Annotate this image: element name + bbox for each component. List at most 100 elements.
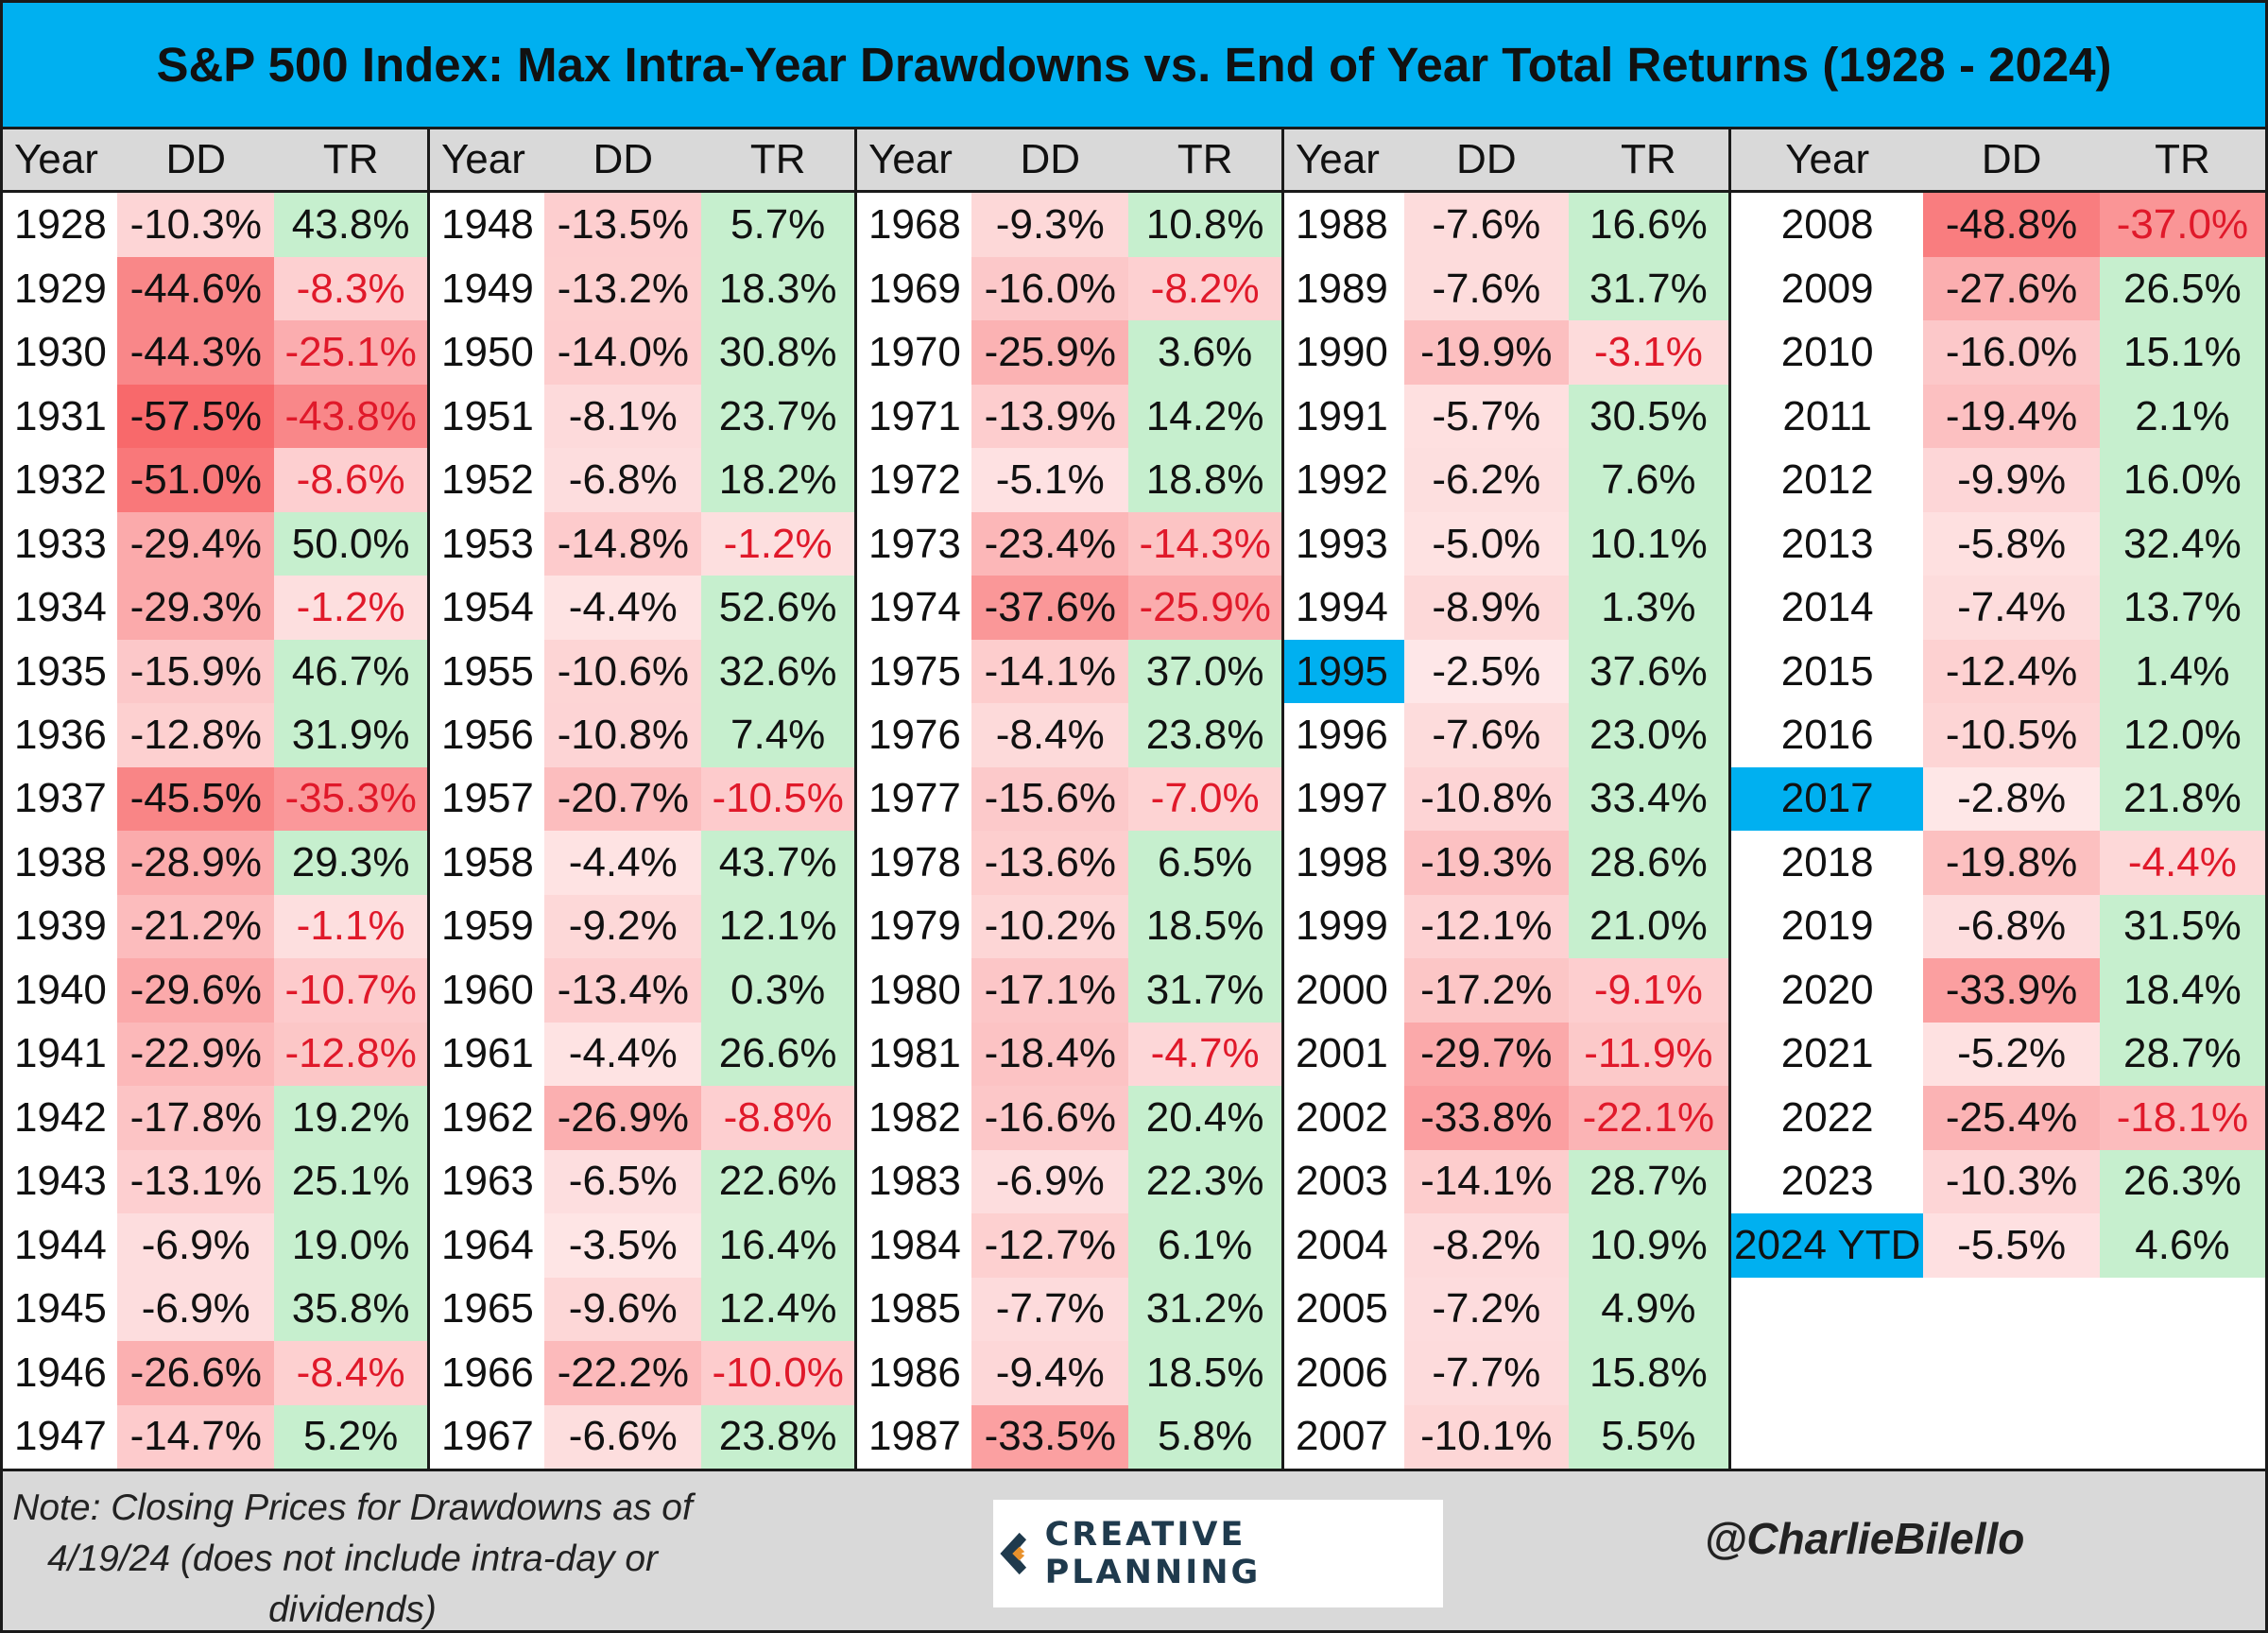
year-cell: 1937 xyxy=(14,775,107,822)
year-cell: 2015 xyxy=(1780,647,1874,695)
tr-cell: 1.4% xyxy=(2099,639,2265,704)
year-cell: 1990 xyxy=(1296,329,1388,376)
dd-cell: -37.6% xyxy=(971,576,1129,640)
author-handle: @CharlieBilello xyxy=(1704,1514,2025,1563)
header-tr: TR xyxy=(322,136,379,183)
tr-cell: -35.3% xyxy=(274,766,427,832)
tr-cell: 50.0% xyxy=(274,511,427,576)
dd-cell: -22.2% xyxy=(544,1341,702,1405)
dd-cell: -12.8% xyxy=(117,703,275,767)
tr-cell: 32.6% xyxy=(701,639,854,704)
table-row: 2004 -8.2% 10.9% xyxy=(1284,1213,1728,1278)
header-tr: TR xyxy=(749,136,806,183)
year-cell: 1961 xyxy=(441,1030,534,1077)
year-cell: 2003 xyxy=(1296,1158,1388,1205)
dd-cell: -8.1% xyxy=(544,384,702,449)
table-row: 2018 -19.8% -4.4% xyxy=(1731,831,2265,895)
dd-cell: -14.7% xyxy=(117,1404,275,1469)
dd-cell: -26.9% xyxy=(544,1086,702,1150)
header-year: Year xyxy=(1296,136,1380,183)
dd-cell: -16.0% xyxy=(971,256,1129,321)
year-cell: 1972 xyxy=(868,456,961,504)
dd-cell: -7.7% xyxy=(1403,1341,1569,1405)
table-row: 1929 -44.6% -8.3% xyxy=(3,256,427,321)
year-cell: 2005 xyxy=(1296,1285,1388,1332)
dd-cell: -19.3% xyxy=(1403,831,1569,895)
year-cell: 1954 xyxy=(441,584,534,631)
header-year: Year xyxy=(14,136,98,183)
year-cell: 2022 xyxy=(1780,1093,1874,1141)
table-row: 1974 -37.6% -25.9% xyxy=(857,576,1281,640)
tr-cell: 31.2% xyxy=(1128,1277,1281,1342)
dd-cell: -29.4% xyxy=(117,511,275,576)
tr-cell: -1.2% xyxy=(701,511,854,576)
table-block-4: Year DD TR 1988 -7.6% 16.6% 1989 -7.6% 31.7% 1990… xyxy=(1281,129,1728,1469)
year-cell: 2012 xyxy=(1780,456,1874,504)
table-row: 1998 -19.3% 28.6% xyxy=(1284,831,1728,895)
table-row: 1961 -4.4% 26.6% xyxy=(430,1022,854,1087)
table-row: 1932 -51.0% -8.6% xyxy=(3,448,427,512)
dd-cell: -28.9% xyxy=(117,831,275,895)
table-row: 1984 -12.7% 6.1% xyxy=(857,1213,1281,1278)
tr-cell: 15.1% xyxy=(2099,320,2265,385)
header-dd: DD xyxy=(1020,136,1081,183)
tr-cell: -8.3% xyxy=(274,256,427,321)
table-row: 2022 -25.4% -18.1% xyxy=(1731,1086,2265,1150)
dd-cell: -14.8% xyxy=(544,511,702,576)
dd-cell: -7.6% xyxy=(1403,256,1569,321)
year-cell: 1989 xyxy=(1296,265,1388,312)
year-cell: 1936 xyxy=(14,712,107,759)
footnote: Note: Closing Prices for Drawdowns as of… xyxy=(12,1487,693,1630)
dd-cell: -6.9% xyxy=(117,1277,275,1342)
table-row: 1981 -18.4% -4.7% xyxy=(857,1022,1281,1087)
dd-cell: -5.1% xyxy=(971,448,1129,512)
year-cell: 1966 xyxy=(441,1349,534,1396)
tr-cell: 28.6% xyxy=(1568,831,1728,895)
dd-cell: -9.9% xyxy=(1923,448,2100,512)
tr-cell: -9.1% xyxy=(1568,958,1728,1023)
dd-cell: -9.3% xyxy=(971,193,1129,257)
table-row: 1990 -19.9% -3.1% xyxy=(1284,320,1728,385)
dd-cell: -5.0% xyxy=(1403,511,1569,576)
tr-cell: 12.1% xyxy=(701,894,854,959)
tr-cell: 10.9% xyxy=(1568,1213,1728,1278)
table-row: 2009 -27.6% 26.5% xyxy=(1731,256,2265,321)
table-row: 2002 -33.8% -22.1% xyxy=(1284,1086,1728,1150)
dd-cell: -29.6% xyxy=(117,958,275,1023)
dd-cell: -7.7% xyxy=(971,1277,1129,1342)
tr-cell: 18.4% xyxy=(2099,958,2265,1023)
table-row: 1943 -13.1% 25.1% xyxy=(3,1149,427,1214)
dd-cell: -10.1% xyxy=(1403,1404,1569,1469)
dd-cell: -16.0% xyxy=(1923,320,2100,385)
dd-cell: -21.2% xyxy=(117,894,275,959)
year-cell: 1946 xyxy=(14,1349,107,1396)
dd-cell: -8.2% xyxy=(1403,1213,1569,1278)
year-cell: 2002 xyxy=(1296,1093,1388,1141)
dd-cell: -17.2% xyxy=(1403,958,1569,1023)
year-cell: 2013 xyxy=(1780,520,1874,567)
table-row: 1975 -14.1% 37.0% xyxy=(857,639,1281,704)
year-cell: 1980 xyxy=(868,966,961,1013)
year-cell: 1991 xyxy=(1296,392,1388,439)
table-row: 1945 -6.9% 35.8% xyxy=(3,1277,427,1342)
table-row: 1958 -4.4% 43.7% xyxy=(430,831,854,895)
header-year: Year xyxy=(1785,136,1870,183)
tr-cell: -3.1% xyxy=(1568,320,1728,385)
table-row: 1951 -8.1% 23.7% xyxy=(430,384,854,449)
dd-cell: -15.6% xyxy=(971,766,1129,832)
dd-cell: -3.5% xyxy=(544,1213,702,1278)
table-row: 1948 -13.5% 5.7% xyxy=(430,193,854,257)
table-row: 1966 -22.2% -10.0% xyxy=(430,1341,854,1405)
header-row: Year DD TR xyxy=(1731,129,2265,194)
table-row: 1928 -10.3% 43.8% xyxy=(3,193,427,257)
tr-cell: -8.8% xyxy=(701,1086,854,1150)
table-row: 1950 -14.0% 30.8% xyxy=(430,320,854,385)
tr-cell: -18.1% xyxy=(2099,1086,2265,1150)
tr-cell: 20.4% xyxy=(1128,1086,1281,1150)
tr-cell: 7.4% xyxy=(701,703,854,767)
tr-cell: 28.7% xyxy=(2099,1022,2265,1087)
year-cell: 1930 xyxy=(14,329,107,376)
tr-cell: 7.6% xyxy=(1568,448,1728,512)
year-cell: 2004 xyxy=(1296,1221,1388,1268)
dd-cell: -6.9% xyxy=(117,1213,275,1278)
